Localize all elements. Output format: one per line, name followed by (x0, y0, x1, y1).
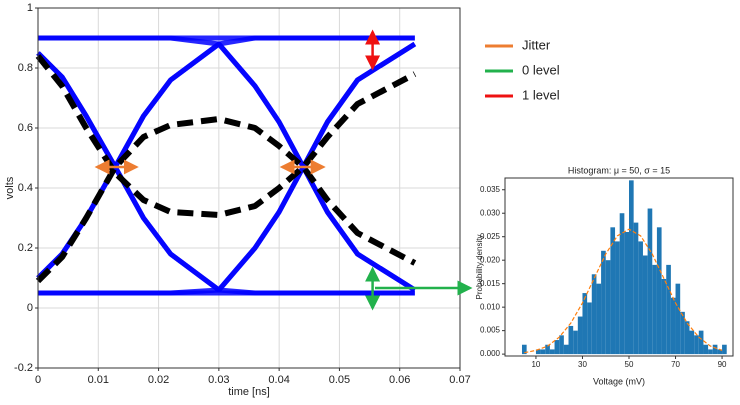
eye-contour (35, 116, 417, 284)
y-tick-label: 0.8 (18, 62, 33, 74)
hist-bar (652, 264, 657, 355)
x-tick-label: 0.06 (389, 374, 410, 386)
hist-bar (605, 260, 611, 355)
hist-bar (582, 293, 588, 355)
hist-bar (717, 349, 723, 355)
x-tick-label: 30 (578, 360, 587, 369)
y-tick-label: 0.035 (480, 185, 501, 194)
hist-bar (577, 316, 583, 355)
hist-bar (629, 180, 634, 355)
y-tick-label: 0.025 (480, 232, 501, 241)
x-tick-label: 0.02 (148, 374, 169, 386)
hist-bar (722, 344, 727, 355)
hist-bar (703, 344, 709, 355)
hist-bar (638, 241, 643, 355)
hist-bar (587, 302, 592, 355)
x-tick-label: 0 (35, 374, 41, 386)
x-tick-label: 90 (718, 360, 727, 369)
hist-bar (708, 349, 713, 355)
hist-bar (647, 208, 653, 355)
y-axis-label: volts (4, 176, 16, 199)
hist-bar (615, 241, 620, 355)
y-tick-label: 0.005 (480, 326, 501, 335)
hist-bar (656, 227, 662, 355)
x-tick-label: 0.07 (449, 374, 470, 386)
eye-contour (35, 54, 417, 218)
legend-label: 0 level (522, 62, 560, 77)
hist-bar (545, 344, 550, 355)
hist-bar (670, 297, 676, 355)
hist-bar (610, 227, 616, 355)
x-tick-label: 0.04 (268, 374, 289, 386)
hist-bar (568, 325, 574, 355)
legend-label: 1 level (522, 87, 560, 102)
x-tick-label: 0.05 (329, 374, 350, 386)
y-tick-label: 0.6 (18, 122, 33, 134)
hist-bar (563, 344, 569, 355)
chart-title: Histogram: μ = 50, σ = 15 (568, 165, 670, 175)
hist-bar (698, 330, 704, 355)
hist-bar (521, 344, 527, 355)
fit-curve (524, 228, 723, 354)
y-tick-label: 0.2 (18, 242, 33, 254)
hist-bar (642, 255, 648, 355)
hist-bar (680, 311, 685, 355)
eye-trace (38, 41, 417, 296)
eye-trace (38, 35, 417, 293)
y-axis-label: Probability density (475, 235, 484, 300)
x-tick-label: 0.03 (208, 374, 229, 386)
hist-bar (540, 349, 546, 355)
hist-bar (675, 283, 681, 355)
y-tick-label: 0 (27, 302, 33, 314)
hist-bar (684, 321, 690, 355)
x-axis-label: Voltage (mV) (593, 376, 645, 386)
plot-border (504, 177, 734, 357)
y-tick-label: 1 (27, 2, 33, 14)
y-tick-label: 0.020 (480, 255, 501, 264)
y-tick-label: 0.000 (480, 349, 501, 358)
hist-bar (661, 278, 667, 355)
x-tick-label: 0.01 (88, 374, 109, 386)
hist-bar (573, 330, 578, 355)
hist-bar (633, 222, 639, 355)
x-tick-label: 10 (531, 360, 540, 369)
y-tick-label: 0.015 (480, 279, 501, 288)
x-tick-label: 50 (625, 360, 634, 369)
hist-bar (559, 335, 564, 355)
hist-bar (624, 232, 630, 355)
hist-bar (601, 250, 606, 355)
y-tick-label: 0.030 (480, 208, 501, 217)
y-tick-label: -0.2 (14, 362, 33, 374)
plot-border (37, 7, 461, 369)
y-tick-label: 0.010 (480, 302, 501, 311)
hist-bar (554, 340, 560, 355)
x-axis-label: time [ns] (228, 386, 270, 398)
hist-bar (596, 283, 602, 355)
hist-bar (549, 349, 555, 355)
hist-bar (694, 335, 699, 355)
hist-bar (535, 349, 541, 355)
hist-bar (666, 264, 671, 355)
hist-bar (712, 344, 718, 355)
x-tick-label: 70 (671, 360, 680, 369)
y-tick-label: 0.4 (18, 182, 33, 194)
hist-bar (689, 330, 695, 355)
legend-label: Jitter (522, 37, 551, 52)
hist-bar (591, 274, 597, 355)
hist-bar (619, 213, 625, 355)
